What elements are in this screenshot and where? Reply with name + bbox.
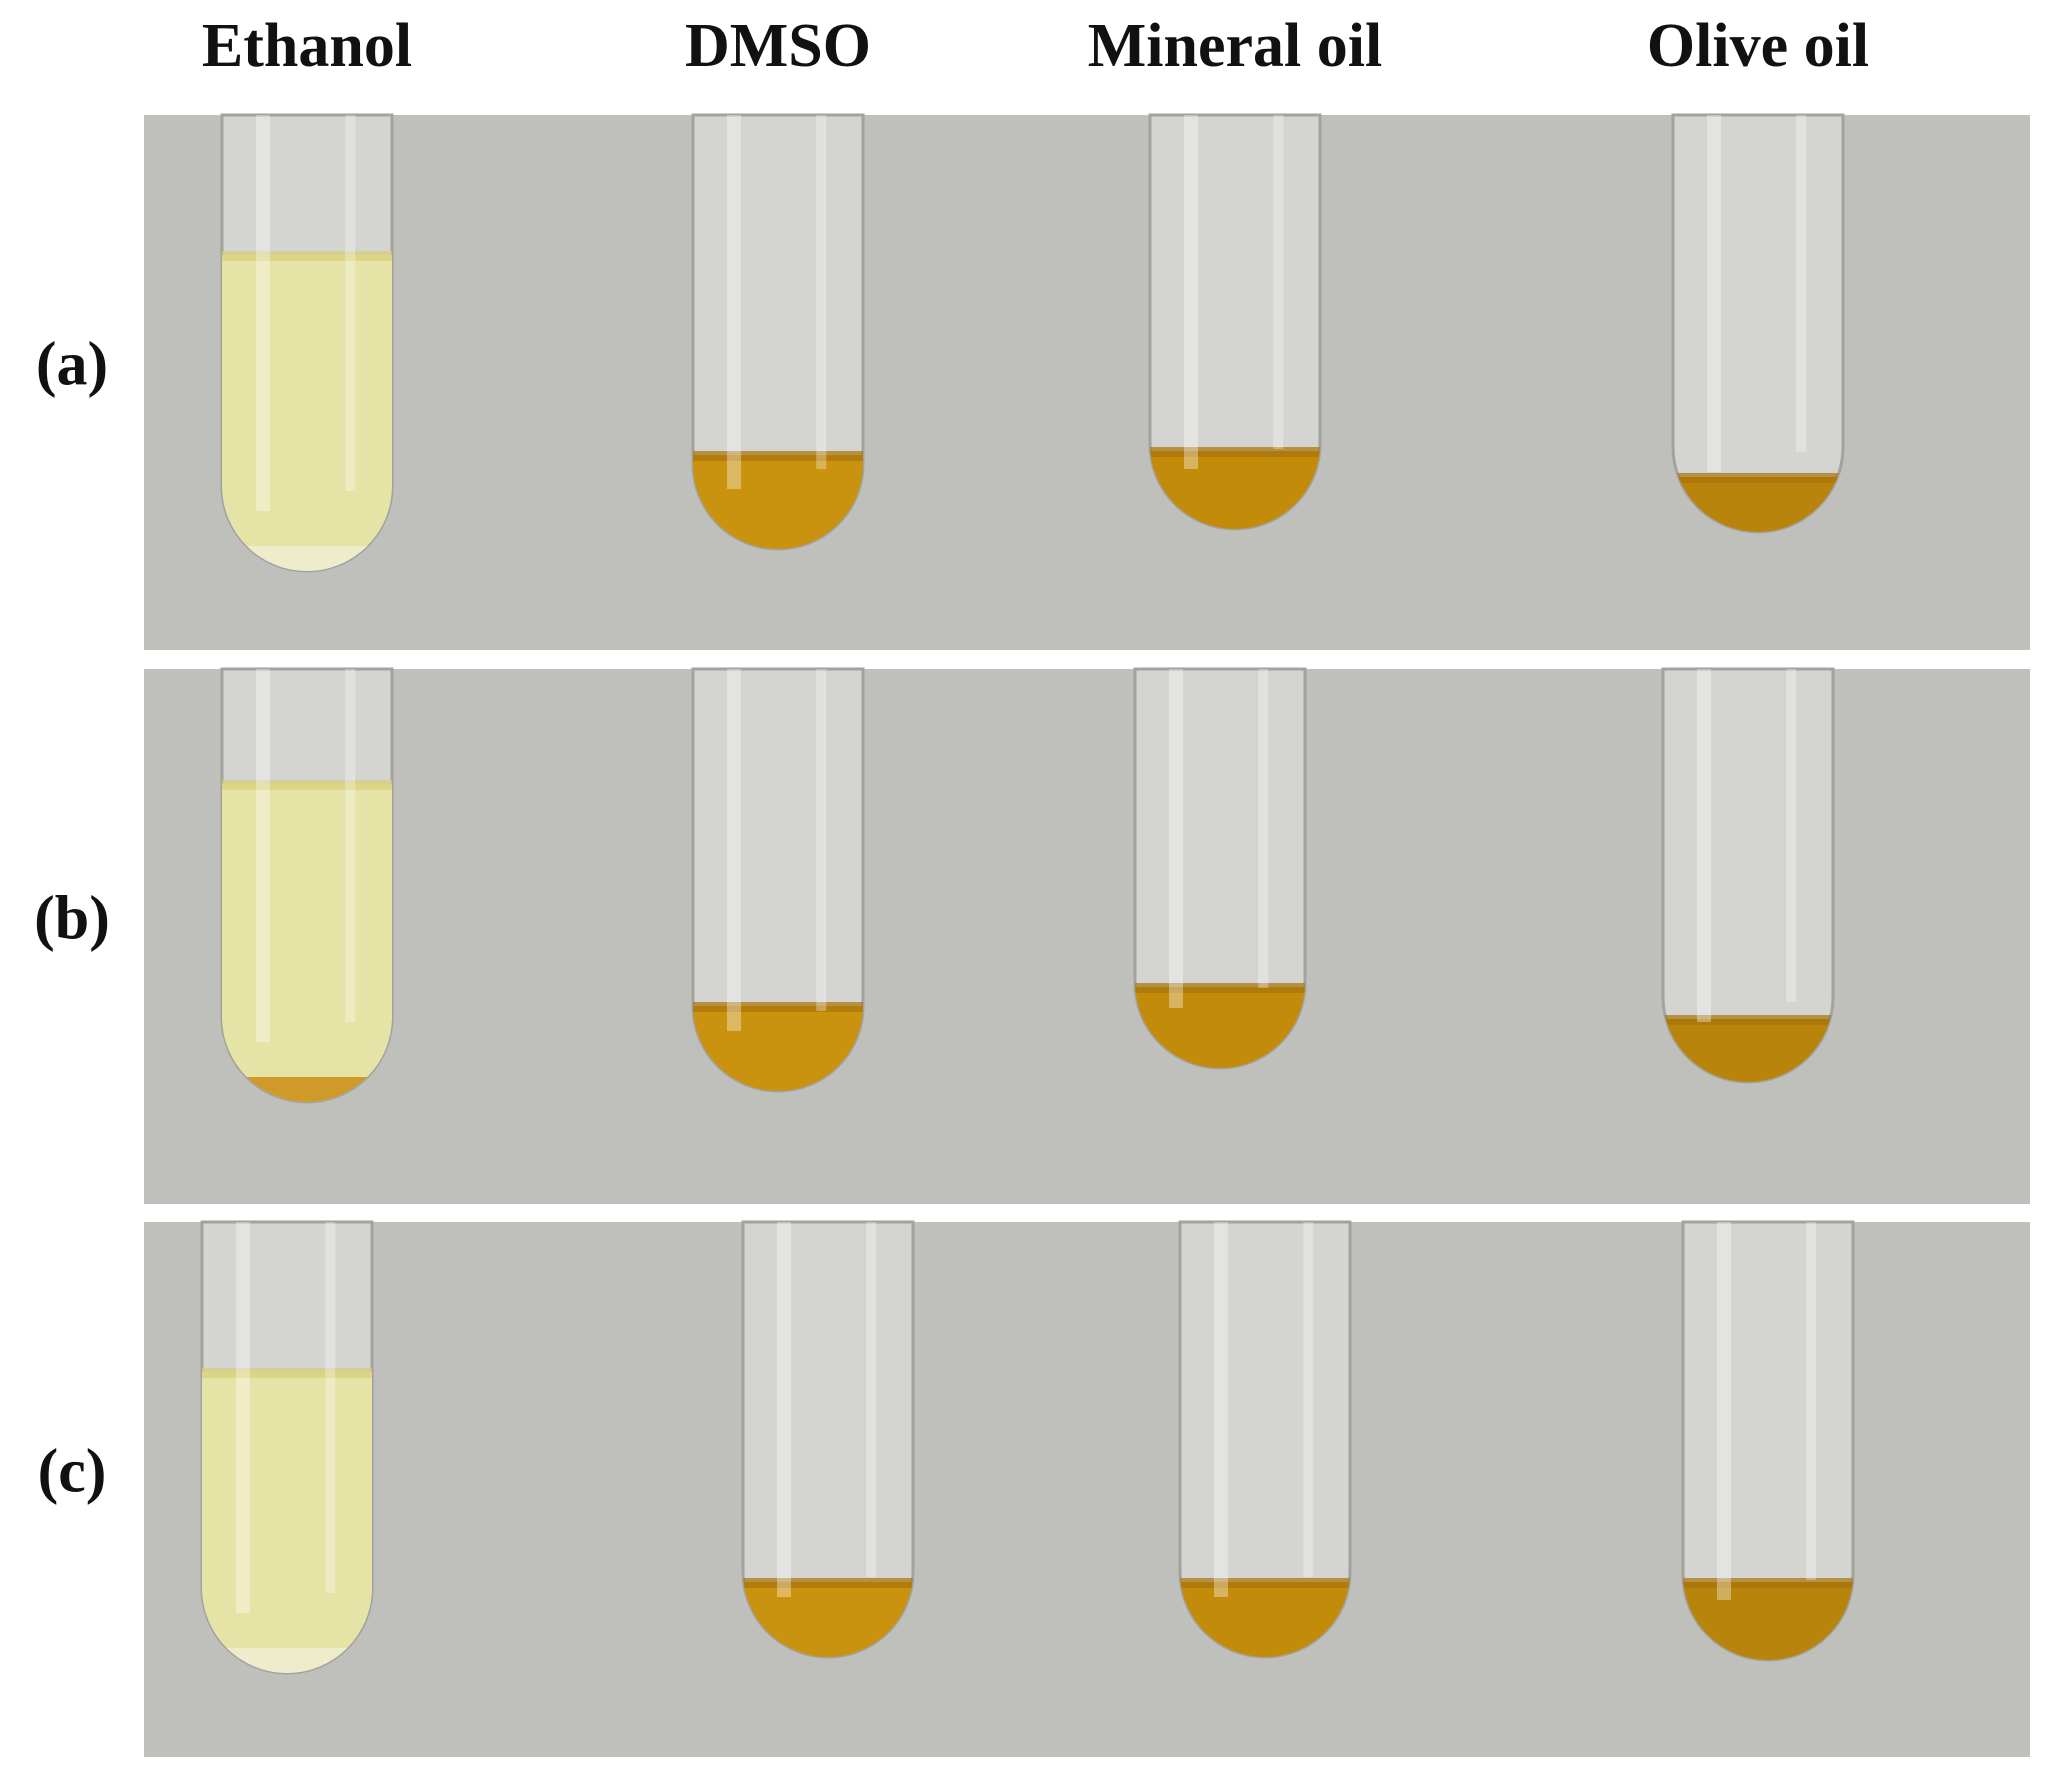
liquid	[222, 784, 392, 1102]
meniscus	[1135, 983, 1305, 993]
meniscus	[222, 251, 392, 261]
glass-highlight	[1796, 115, 1807, 452]
meniscus	[222, 780, 392, 790]
row-label: (b)	[34, 885, 110, 953]
glass-highlight	[1707, 115, 1721, 472]
glass-highlight	[345, 669, 356, 1022]
liquid	[222, 255, 392, 571]
tube-glass	[1671, 113, 1845, 534]
glass-highlight	[1184, 115, 1198, 469]
meniscus	[693, 451, 863, 461]
column-label: Mineral oil	[1088, 12, 1382, 80]
tube-liquid	[1135, 669, 1305, 1068]
glass-highlight	[325, 1222, 336, 1593]
glass-highlight	[727, 669, 741, 1031]
glass-highlight	[1806, 1222, 1817, 1580]
glass-highlight	[1273, 115, 1284, 449]
meniscus	[693, 1002, 863, 1012]
row-label: (a)	[36, 331, 108, 399]
glass-highlight	[1717, 1222, 1731, 1600]
glass-highlight	[1303, 1222, 1314, 1577]
tube-liquid	[1180, 1222, 1350, 1657]
meniscus	[1673, 473, 1843, 483]
glass-highlight	[1786, 669, 1797, 1002]
glass-highlight	[1214, 1222, 1228, 1597]
glass-highlight	[866, 1222, 877, 1577]
meniscus	[1663, 1015, 1833, 1025]
tube-liquid	[693, 669, 863, 1091]
column-label: Olive oil	[1647, 12, 1869, 80]
glass-highlight	[256, 669, 270, 1042]
glass-highlight	[1169, 669, 1183, 1008]
row-label: (c)	[38, 1438, 107, 1506]
column-label: DMSO	[685, 12, 871, 80]
glass-highlight	[727, 115, 741, 489]
glass-highlight	[256, 115, 270, 511]
column-label: Ethanol	[202, 12, 412, 80]
glass-highlight	[1258, 669, 1269, 988]
glass-highlight	[1697, 669, 1711, 1022]
glass-highlight	[236, 1222, 250, 1613]
glass-highlight	[816, 115, 827, 469]
meniscus	[1150, 447, 1320, 457]
glass-highlight	[777, 1222, 791, 1597]
meniscus	[202, 1368, 372, 1378]
meniscus	[1180, 1578, 1350, 1588]
glass-highlight	[345, 115, 356, 491]
meniscus	[743, 1578, 913, 1588]
liquid	[202, 1372, 372, 1673]
glass-highlight	[816, 669, 827, 1011]
meniscus	[1683, 1578, 1853, 1588]
